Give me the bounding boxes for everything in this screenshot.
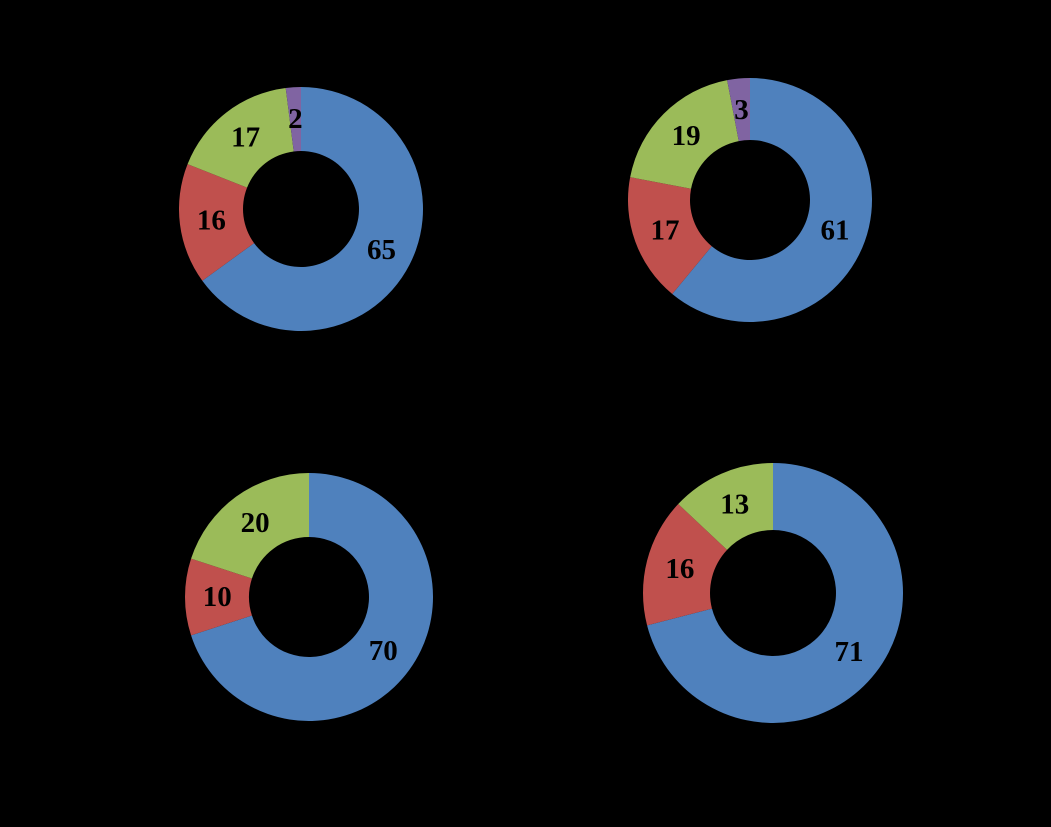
slice-value-label: 16 bbox=[197, 204, 226, 236]
donut-chart-top-right: 61 17 19 3 bbox=[628, 78, 872, 322]
donut-slice-green bbox=[187, 87, 294, 188]
slice-value-label: 20 bbox=[241, 507, 270, 539]
donut-chart-bottom-left: 70 10 20 bbox=[185, 473, 433, 721]
donut-slice-green bbox=[191, 473, 309, 579]
donut-slice-purple bbox=[285, 87, 301, 152]
slice-value-label: 13 bbox=[720, 489, 749, 521]
slice-value-label: 2 bbox=[288, 103, 303, 135]
slice-value-label: 61 bbox=[820, 215, 849, 247]
slice-value-label: 65 bbox=[367, 234, 396, 266]
donut-svg: 70 10 20 bbox=[185, 473, 433, 721]
donut-slice-blue bbox=[672, 78, 872, 322]
donut-slice-blue bbox=[647, 463, 903, 723]
donut-slice-red bbox=[643, 504, 728, 626]
slice-value-label: 71 bbox=[835, 636, 864, 668]
donut-svg: 61 17 19 3 bbox=[628, 78, 872, 322]
donut-slice-green bbox=[630, 80, 739, 189]
slice-value-label: 19 bbox=[672, 120, 701, 152]
donut-chart-bottom-right: 71 16 13 bbox=[643, 463, 903, 723]
donut-slice-red bbox=[185, 558, 252, 636]
donut-slice-red bbox=[628, 177, 712, 295]
donut-slice-purple bbox=[727, 78, 750, 142]
slice-value-label: 16 bbox=[665, 553, 694, 585]
donut-slice-red bbox=[179, 164, 255, 281]
slice-value-label: 10 bbox=[203, 581, 232, 613]
slice-value-label: 70 bbox=[369, 635, 398, 667]
donut-slice-green bbox=[678, 463, 773, 550]
donut-slice-blue bbox=[191, 473, 433, 721]
donut-slice-blue bbox=[202, 87, 423, 331]
donut-svg: 71 16 13 bbox=[643, 463, 903, 723]
donut-svg: 65 16 17 2 bbox=[179, 87, 423, 331]
slice-value-label: 3 bbox=[734, 94, 749, 126]
slice-value-label: 17 bbox=[651, 215, 680, 247]
donut-chart-top-left: 65 16 17 2 bbox=[179, 87, 423, 331]
slice-value-label: 17 bbox=[231, 122, 260, 154]
